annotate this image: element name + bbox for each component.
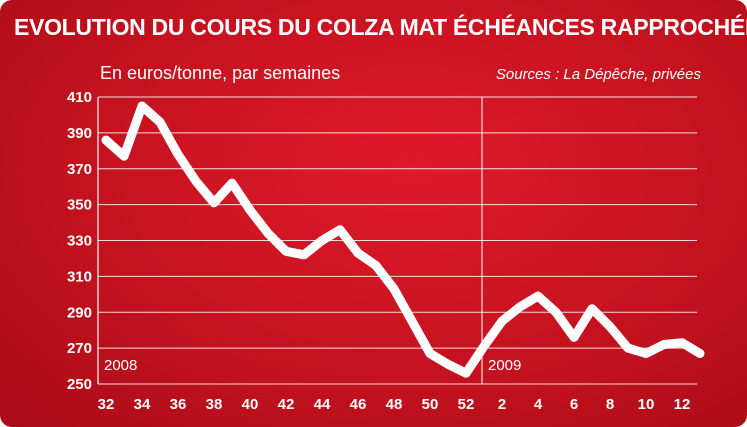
x-tick-label: 50 xyxy=(422,396,439,413)
x-tick-label: 40 xyxy=(242,396,259,413)
x-tick-label: 8 xyxy=(606,396,614,413)
x-axis-ticks: 32 34 36 38 40 42 44 46 48 50 52 2 4 6 8 10 12 xyxy=(98,396,691,413)
y-tick-label: 370 xyxy=(67,161,92,178)
x-tick-label: 52 xyxy=(458,396,475,413)
x-tick-label: 36 xyxy=(170,396,187,413)
x-tick-label: 2 xyxy=(498,396,506,413)
x-tick-label: 4 xyxy=(534,396,543,413)
chart-title: EVOLUTION DU COURS DU COLZA MAT ÉCHÉANCE… xyxy=(14,14,747,40)
series-group xyxy=(101,101,705,378)
x-tick-label: 46 xyxy=(350,396,367,413)
x-tick-label: 44 xyxy=(314,396,331,413)
grid-lines xyxy=(97,96,697,385)
chart-sources: Sources : La Dépêche, privées xyxy=(495,66,701,83)
x-tick-label: 38 xyxy=(206,396,223,413)
y-axis-ticks: 250 270 290 310 330 350 370 390 410 xyxy=(67,89,92,393)
x-tick-label: 48 xyxy=(386,396,403,413)
x-tick-label: 6 xyxy=(570,396,578,413)
x-tick-label: 12 xyxy=(674,396,691,413)
price-series-line xyxy=(101,101,705,378)
y-tick-label: 410 xyxy=(67,89,92,106)
y-tick-label: 270 xyxy=(67,340,92,357)
y-tick-label: 290 xyxy=(67,304,92,321)
x-tick-label: 42 xyxy=(278,396,295,413)
x-tick-label: 34 xyxy=(134,396,151,413)
y-tick-label: 330 xyxy=(67,233,92,250)
y-tick-label: 250 xyxy=(67,376,92,393)
year-label: 2008 xyxy=(104,357,137,374)
y-tick-label: 390 xyxy=(67,125,92,142)
x-tick-label: 10 xyxy=(638,396,655,413)
x-tick-label: 32 xyxy=(98,396,115,413)
y-tick-label: 350 xyxy=(67,197,92,214)
chart-subtitle: En euros/tonne, par semaines xyxy=(100,63,341,83)
y-tick-label: 310 xyxy=(67,268,92,285)
year-label: 2009 xyxy=(488,357,521,374)
year-labels: 2008 2009 xyxy=(104,357,521,374)
